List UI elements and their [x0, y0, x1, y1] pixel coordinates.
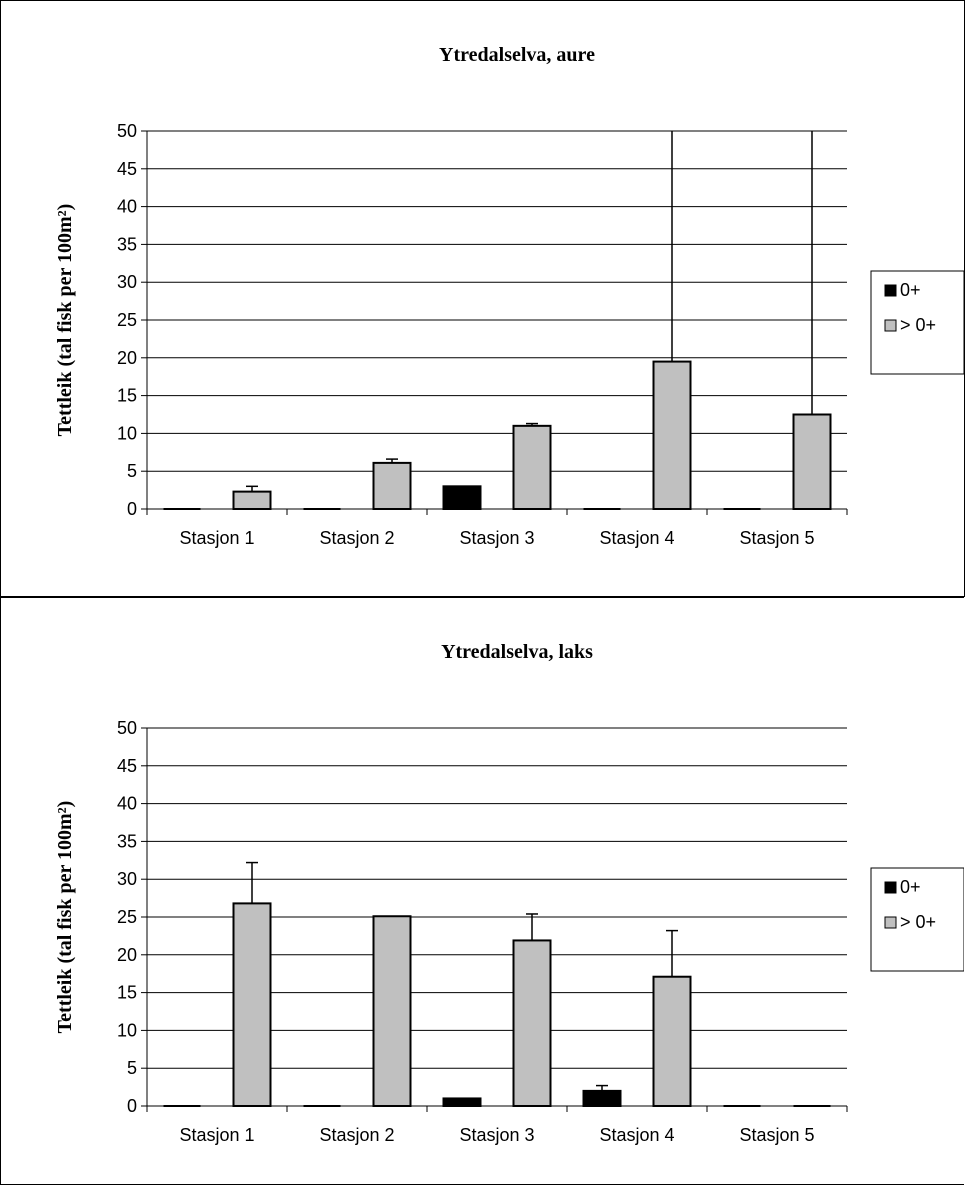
- aure-y-tick-label: 40: [117, 197, 137, 217]
- laks-category-label: Stasjon 4: [599, 1125, 674, 1145]
- chart-laks-svg: Ytredalselva, laks Tettleik (tal fisk per…: [54, 641, 964, 1145]
- aure-bar-s0-2: [442, 485, 482, 511]
- aure-y-tick-label: 25: [117, 310, 137, 330]
- aure-title: Ytredalselva, aure: [439, 44, 595, 66]
- laks-y-axis-label: Tettleik (tal fisk per 100m²): [54, 801, 76, 1034]
- laks-bar-s0-2: [442, 1097, 482, 1108]
- aure-legend-swatch-0: [884, 284, 897, 297]
- laks-category-label: Stasjon 2: [319, 1125, 394, 1145]
- laks-bar-s1-0: [232, 902, 272, 1107]
- aure-y-tick-label: 0: [127, 499, 137, 519]
- aure-y-tick-label: 5: [127, 461, 137, 481]
- laks-bar-s1-2: [512, 939, 552, 1107]
- chart-aure: Ytredalselva, aure Tettleik (tal fisk per…: [0, 0, 965, 597]
- laks-y-tick-label: 25: [117, 907, 137, 927]
- laks-y-tick-label: 10: [117, 1020, 137, 1040]
- chart-aure-svg: Ytredalselva, aure Tettleik (tal fisk per…: [54, 44, 964, 548]
- laks-bar-s1-3: [652, 975, 692, 1107]
- aure-bar-s1-2: [512, 424, 552, 510]
- aure-bar-s1-1: [372, 461, 412, 511]
- laks-y-tick-label: 50: [117, 718, 137, 738]
- aure-y-tick-label: 45: [117, 159, 137, 179]
- aure-y-tick-label: 15: [117, 386, 137, 406]
- chart-laks: Ytredalselva, laks Tettleik (tal fisk per…: [0, 596, 964, 1185]
- aure-category-label: Stasjon 1: [179, 528, 254, 548]
- aure-legend-label-1: > 0+: [900, 315, 936, 335]
- laks-bar-s1-1: [372, 915, 412, 1107]
- laks-y-tick-label: 20: [117, 945, 137, 965]
- laks-category-label: Stasjon 5: [739, 1125, 814, 1145]
- laks-category-label: Stasjon 3: [459, 1125, 534, 1145]
- aure-bar-s1-0: [232, 490, 272, 510]
- laks-y-tick-label: 40: [117, 794, 137, 814]
- aure-legend-label-0: 0+: [900, 280, 921, 300]
- aure-bar-s1-4: [792, 413, 832, 510]
- aure-y-tick-label: 50: [117, 121, 137, 141]
- aure-y-tick-label: 30: [117, 272, 137, 292]
- laks-title: Ytredalselva, laks: [441, 641, 593, 663]
- aure-category-label: Stasjon 4: [599, 528, 674, 548]
- laks-legend-swatch-0: [884, 881, 897, 894]
- laks-legend-swatch-1: [884, 916, 897, 929]
- aure-bar-s1-3: [652, 360, 692, 510]
- laks-y-tick-label: 5: [127, 1058, 137, 1078]
- aure-category-label: Stasjon 2: [319, 528, 394, 548]
- laks-y-tick-label: 0: [127, 1096, 137, 1116]
- laks-y-tick-label: 15: [117, 983, 137, 1003]
- laks-category-label: Stasjon 1: [179, 1125, 254, 1145]
- laks-y-tick-label: 30: [117, 869, 137, 889]
- aure-legend-swatch-1: [884, 319, 897, 332]
- laks-y-tick-label: 45: [117, 756, 137, 776]
- aure-y-tick-label: 35: [117, 234, 137, 254]
- laks-legend-label-1: > 0+: [900, 912, 936, 932]
- aure-y-tick-label: 20: [117, 348, 137, 368]
- laks-legend-label-0: 0+: [900, 877, 921, 897]
- aure-y-axis-label: Tettleik (tal fisk per 100m²): [54, 204, 76, 437]
- aure-y-tick-label: 10: [117, 423, 137, 443]
- laks-y-tick-label: 35: [117, 831, 137, 851]
- aure-category-label: Stasjon 5: [739, 528, 814, 548]
- aure-category-label: Stasjon 3: [459, 528, 534, 548]
- laks-bar-s0-3: [582, 1089, 622, 1108]
